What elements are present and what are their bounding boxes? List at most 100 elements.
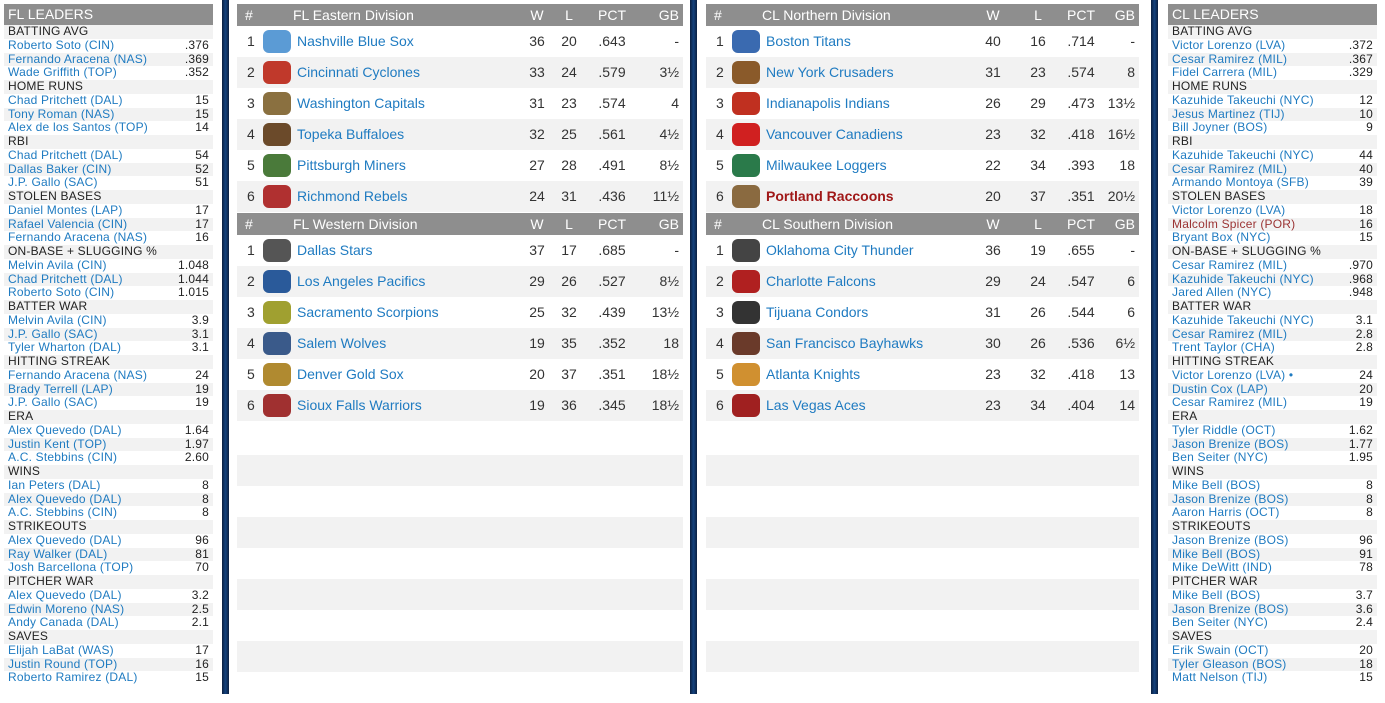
player-link[interactable]: Fidel Carrera (MIL) bbox=[1172, 65, 1278, 80]
player-link[interactable]: Jason Brenize (BOS) bbox=[1172, 532, 1289, 547]
player-link[interactable]: Armando Montoya (SFB) bbox=[1172, 175, 1309, 190]
w-header[interactable]: W bbox=[530, 7, 544, 23]
team-logo-icon[interactable] bbox=[732, 185, 760, 208]
l-header[interactable]: L bbox=[1034, 7, 1042, 23]
team-logo-icon[interactable] bbox=[263, 30, 291, 53]
team-link[interactable]: Atlanta Knights bbox=[766, 366, 861, 382]
team-logo-icon[interactable] bbox=[732, 30, 760, 53]
player-link[interactable]: Melvin Avila (CIN) bbox=[8, 312, 107, 327]
team-logo-icon[interactable] bbox=[732, 239, 760, 262]
player-link[interactable]: Tyler Wharton (DAL) bbox=[8, 340, 122, 355]
player-link[interactable]: Victor Lorenzo (LVA) bbox=[1172, 202, 1286, 217]
team-logo-icon[interactable] bbox=[263, 394, 291, 417]
team-logo-icon[interactable] bbox=[263, 363, 291, 386]
team-logo-icon[interactable] bbox=[732, 394, 760, 417]
l-header[interactable]: L bbox=[1034, 216, 1042, 232]
player-link[interactable]: Edwin Moreno (NAS) bbox=[8, 601, 125, 616]
team-link[interactable]: Charlotte Falcons bbox=[766, 273, 876, 289]
player-link[interactable]: A.C. Stebbins (CIN) bbox=[8, 450, 118, 465]
team-logo-icon[interactable] bbox=[732, 270, 760, 293]
player-link[interactable]: Mike Bell (BOS) bbox=[1172, 546, 1261, 561]
team-link[interactable]: Cincinnati Cyclones bbox=[297, 64, 420, 80]
team-logo-icon[interactable] bbox=[263, 270, 291, 293]
player-link[interactable]: Jason Brenize (BOS) bbox=[1172, 491, 1289, 506]
w-header[interactable]: W bbox=[986, 216, 1000, 232]
w-header[interactable]: W bbox=[530, 216, 544, 232]
team-link[interactable]: Las Vegas Aces bbox=[766, 397, 866, 413]
team-link[interactable]: Sioux Falls Warriors bbox=[297, 397, 422, 413]
player-link[interactable]: Alex Quevedo (DAL) bbox=[8, 491, 122, 506]
team-logo-icon[interactable] bbox=[263, 301, 291, 324]
team-link[interactable]: Dallas Stars bbox=[297, 242, 373, 258]
team-link[interactable]: Indianapolis Indians bbox=[766, 95, 890, 111]
player-link[interactable]: Wade Griffith (TOP) bbox=[8, 65, 117, 80]
player-link[interactable]: A.C. Stebbins (CIN) bbox=[8, 505, 118, 520]
gb-header[interactable]: GB bbox=[1114, 216, 1135, 232]
gb-header[interactable]: GB bbox=[658, 7, 679, 23]
team-link[interactable]: Oklahoma City Thunder bbox=[766, 242, 914, 258]
team-logo-icon[interactable] bbox=[263, 123, 291, 146]
team-logo-icon[interactable] bbox=[732, 301, 760, 324]
team-link[interactable]: Portland Raccoons bbox=[766, 188, 894, 204]
pct-header[interactable]: PCT bbox=[1067, 216, 1095, 232]
player-link[interactable]: J.P. Gallo (SAC) bbox=[8, 175, 98, 190]
player-link[interactable]: Roberto Soto (CIN) bbox=[8, 37, 115, 52]
team-logo-icon[interactable] bbox=[263, 61, 291, 84]
player-link[interactable]: Cesar Ramirez (MIL) bbox=[1172, 257, 1288, 272]
player-link[interactable]: Kazuhide Takeuchi (NYC) bbox=[1172, 92, 1314, 107]
player-link[interactable]: Justin Round (TOP) bbox=[8, 656, 118, 671]
player-link[interactable]: Mike Bell (BOS) bbox=[1172, 587, 1261, 602]
team-logo-icon[interactable] bbox=[732, 123, 760, 146]
player-link[interactable]: Chad Pritchett (DAL) bbox=[8, 147, 123, 162]
player-link[interactable]: Daniel Montes (LAP) bbox=[8, 202, 123, 217]
team-link[interactable]: Nashville Blue Sox bbox=[297, 33, 414, 49]
team-link[interactable]: Boston Titans bbox=[766, 33, 851, 49]
player-link[interactable]: Cesar Ramirez (MIL) bbox=[1172, 395, 1288, 410]
team-link[interactable]: Sacramento Scorpions bbox=[297, 304, 439, 320]
team-logo-icon[interactable] bbox=[732, 61, 760, 84]
player-link[interactable]: Kazuhide Takeuchi (NYC) bbox=[1172, 312, 1314, 327]
team-logo-icon[interactable] bbox=[263, 92, 291, 115]
player-link[interactable]: Kazuhide Takeuchi (NYC) bbox=[1172, 147, 1314, 162]
w-header[interactable]: W bbox=[986, 7, 1000, 23]
player-link[interactable]: Victor Lorenzo (LVA) bbox=[1172, 37, 1286, 52]
player-link[interactable]: Mike Bell (BOS) bbox=[1172, 477, 1261, 492]
player-link[interactable]: Victor Lorenzo (LVA) • bbox=[1172, 367, 1294, 382]
player-link[interactable]: Ben Seiter (NYC) bbox=[1172, 615, 1268, 630]
team-link[interactable]: San Francisco Bayhawks bbox=[766, 335, 924, 351]
player-link[interactable]: Bill Joyner (BOS) bbox=[1172, 120, 1268, 135]
player-link[interactable]: Brady Terrell (LAP) bbox=[8, 381, 113, 396]
team-link[interactable]: New York Crusaders bbox=[766, 64, 894, 80]
l-header[interactable]: L bbox=[565, 7, 573, 23]
player-link[interactable]: Dallas Baker (CIN) bbox=[8, 161, 112, 176]
player-link[interactable]: Trent Taylor (CHA) bbox=[1172, 340, 1275, 355]
player-link[interactable]: Dustin Cox (LAP) bbox=[1172, 381, 1268, 396]
player-link[interactable]: Tyler Gleason (BOS) bbox=[1172, 656, 1287, 671]
player-link[interactable]: Jason Brenize (BOS) bbox=[1172, 601, 1289, 616]
player-link[interactable]: Chad Pritchett (DAL) bbox=[8, 271, 123, 286]
player-link[interactable]: Fernando Aracena (NAS) bbox=[8, 367, 148, 382]
player-link[interactable]: Erik Swain (OCT) bbox=[1172, 642, 1269, 657]
team-logo-icon[interactable] bbox=[263, 332, 291, 355]
player-link[interactable]: Aaron Harris (OCT) bbox=[1172, 505, 1280, 520]
player-link[interactable]: Justin Kent (TOP) bbox=[8, 436, 107, 451]
gb-header[interactable]: GB bbox=[658, 216, 679, 232]
player-link[interactable]: Fernando Aracena (NAS) bbox=[8, 230, 148, 245]
player-link[interactable]: Fernando Aracena (NAS) bbox=[8, 51, 148, 66]
player-link[interactable]: J.P. Gallo (SAC) bbox=[8, 395, 98, 410]
pct-header[interactable]: PCT bbox=[598, 7, 626, 23]
team-logo-icon[interactable] bbox=[263, 239, 291, 262]
pct-header[interactable]: PCT bbox=[1067, 7, 1095, 23]
player-link[interactable]: Alex Quevedo (DAL) bbox=[8, 532, 122, 547]
team-logo-icon[interactable] bbox=[732, 332, 760, 355]
player-link[interactable]: Ian Peters (DAL) bbox=[8, 477, 101, 492]
player-link[interactable]: Tony Roman (NAS) bbox=[8, 106, 115, 121]
team-link[interactable]: Topeka Buffaloes bbox=[297, 126, 405, 142]
player-link[interactable]: Ben Seiter (NYC) bbox=[1172, 450, 1268, 465]
pct-header[interactable]: PCT bbox=[598, 216, 626, 232]
player-link[interactable]: Melvin Avila (CIN) bbox=[8, 257, 107, 272]
team-link[interactable]: Vancouver Canadiens bbox=[766, 126, 903, 142]
player-link[interactable]: Bryant Box (NYC) bbox=[1172, 230, 1271, 245]
l-header[interactable]: L bbox=[565, 216, 573, 232]
team-link[interactable]: Richmond Rebels bbox=[297, 188, 408, 204]
